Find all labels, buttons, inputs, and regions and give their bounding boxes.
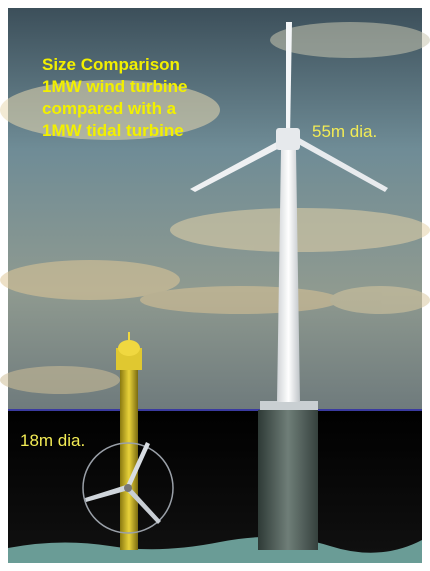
wind-tower xyxy=(277,150,300,402)
nacelle xyxy=(276,128,300,150)
blade xyxy=(126,486,161,524)
seabed xyxy=(8,536,422,563)
caption-line: compared with a xyxy=(42,99,177,118)
caption-line: 1MW tidal turbine xyxy=(42,121,184,140)
sea xyxy=(8,410,422,563)
blade xyxy=(85,485,129,502)
blade xyxy=(291,135,388,192)
wind-label: 55m dia. xyxy=(312,122,377,141)
blade xyxy=(126,442,150,486)
tidal-label: 18m dia. xyxy=(20,431,85,450)
hub xyxy=(124,484,132,492)
caption-line: 1MW wind turbine xyxy=(42,77,187,96)
blade xyxy=(286,22,292,138)
rotor-circle xyxy=(82,442,174,534)
blade xyxy=(190,138,289,192)
foundation xyxy=(258,410,318,550)
base-plate xyxy=(260,401,318,410)
clouds xyxy=(0,22,430,394)
caption-line: Size Comparison xyxy=(42,55,180,74)
tidal-tower xyxy=(120,360,138,550)
tidal-dome xyxy=(118,340,140,356)
